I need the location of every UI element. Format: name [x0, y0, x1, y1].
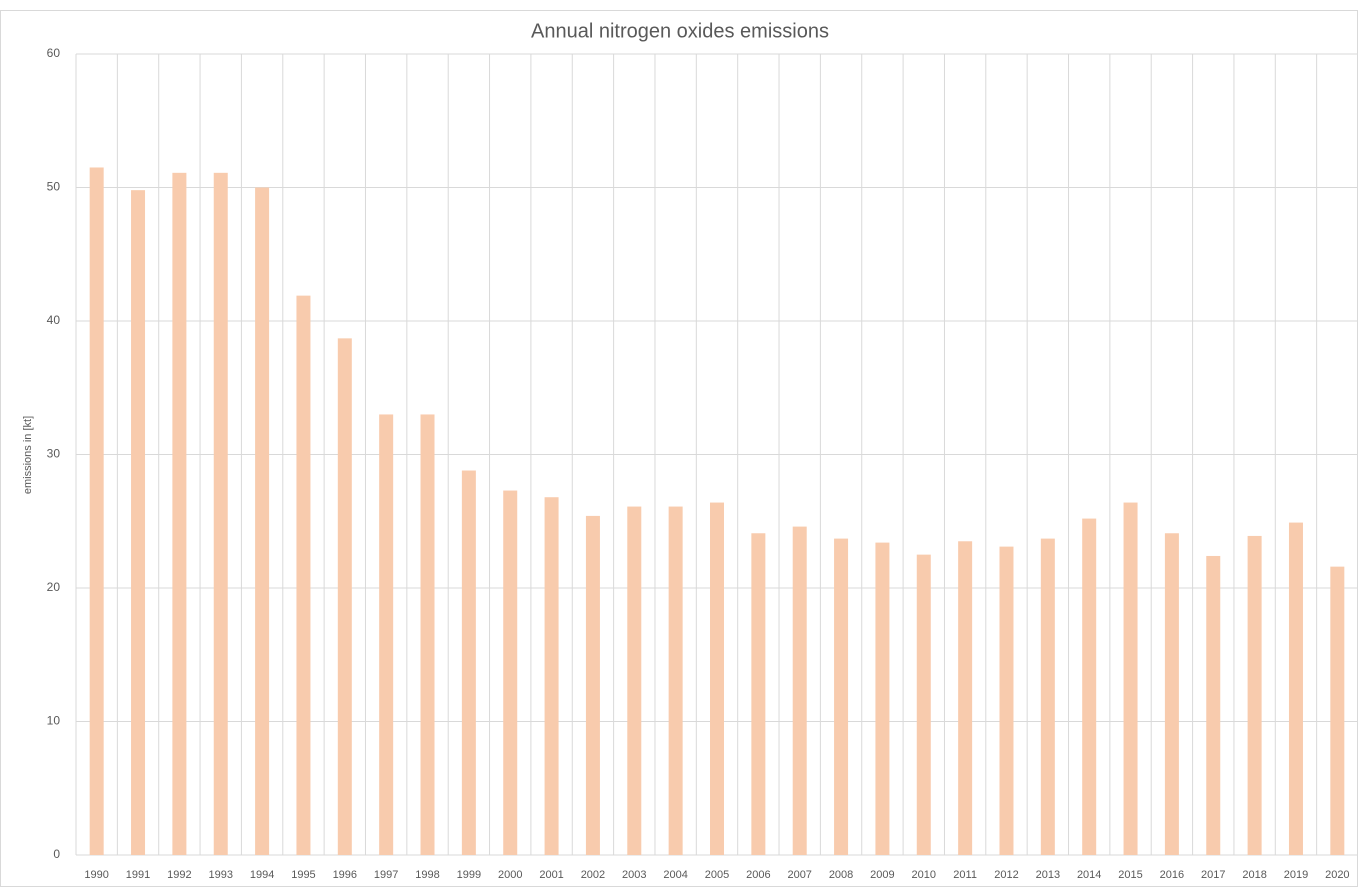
bar: [627, 506, 642, 855]
x-tick-label: 2001: [539, 869, 563, 881]
bar: [89, 167, 104, 856]
bar: [1082, 518, 1097, 855]
bar: [213, 172, 228, 855]
bar: [668, 506, 683, 855]
bar: [503, 490, 518, 855]
x-tick-label: 2005: [705, 869, 729, 881]
x-tick-label: 2000: [498, 869, 522, 881]
x-tick-label: 1997: [374, 869, 398, 881]
x-tick-label: 1995: [291, 869, 315, 881]
bar: [710, 502, 724, 855]
x-tick-label: 2015: [1118, 869, 1142, 881]
bar: [544, 497, 559, 855]
x-tick-label: 2016: [1160, 869, 1184, 881]
x-tick-label: 2013: [1036, 869, 1060, 881]
bar: [875, 542, 890, 855]
x-tick-label: 1998: [415, 869, 439, 881]
x-tick-label: 1996: [333, 869, 357, 881]
bar: [1164, 533, 1179, 855]
x-tick-label: 1991: [126, 869, 150, 881]
y-tick-label: 50: [47, 180, 61, 194]
y-tick-label: 20: [47, 580, 61, 594]
x-tick-label: 1994: [250, 869, 274, 881]
bar: [1247, 535, 1262, 855]
x-tick-label: 2004: [663, 869, 687, 881]
bar: [834, 538, 849, 855]
y-tick-label: 40: [47, 313, 61, 327]
y-tick-label: 0: [53, 847, 60, 861]
bar: [131, 190, 146, 856]
bar: [337, 338, 352, 856]
y-tick-label: 10: [47, 714, 61, 728]
bar: [999, 546, 1014, 855]
x-tick-label: 2003: [622, 869, 646, 881]
x-tick-label: 2017: [1201, 869, 1225, 881]
x-tick-label: 2019: [1284, 869, 1308, 881]
bar: [172, 172, 187, 855]
bar: [751, 533, 766, 855]
x-tick-label: 2007: [787, 869, 811, 881]
x-tick-label: 2012: [994, 869, 1018, 881]
y-axis-label: emissions in [kt]: [22, 416, 34, 494]
x-tick-label: 2002: [581, 869, 605, 881]
chart-title: Annual nitrogen oxides emissions: [531, 20, 829, 42]
bar: [792, 526, 807, 855]
x-tick-label: 1993: [208, 869, 232, 881]
bar: [958, 541, 973, 855]
x-tick-label: 2018: [1242, 869, 1266, 881]
bar: [1123, 502, 1138, 855]
x-tick-label: 2010: [912, 869, 936, 881]
x-tick-label: 1999: [457, 869, 481, 881]
bar: [916, 554, 931, 855]
bar: [1040, 538, 1055, 855]
bar: [1330, 566, 1345, 855]
x-tick-label: 2014: [1077, 869, 1101, 881]
bar: [585, 515, 600, 855]
bar: [461, 470, 476, 855]
bar: [379, 414, 394, 855]
x-tick-label: 2009: [870, 869, 894, 881]
x-tick-label: 1992: [167, 869, 191, 881]
bar: [255, 187, 270, 855]
y-tick-label: 60: [47, 46, 61, 60]
bar: [296, 295, 311, 855]
bar: [1288, 522, 1303, 855]
bar: [1206, 555, 1221, 855]
bar: [420, 414, 435, 855]
x-tick-label: 1990: [84, 869, 108, 881]
x-tick-label: 2020: [1325, 869, 1349, 881]
x-tick-label: 2006: [746, 869, 770, 881]
x-tick-label: 2011: [953, 869, 977, 881]
x-tick-label: 2008: [829, 869, 853, 881]
y-tick-label: 30: [47, 447, 61, 461]
